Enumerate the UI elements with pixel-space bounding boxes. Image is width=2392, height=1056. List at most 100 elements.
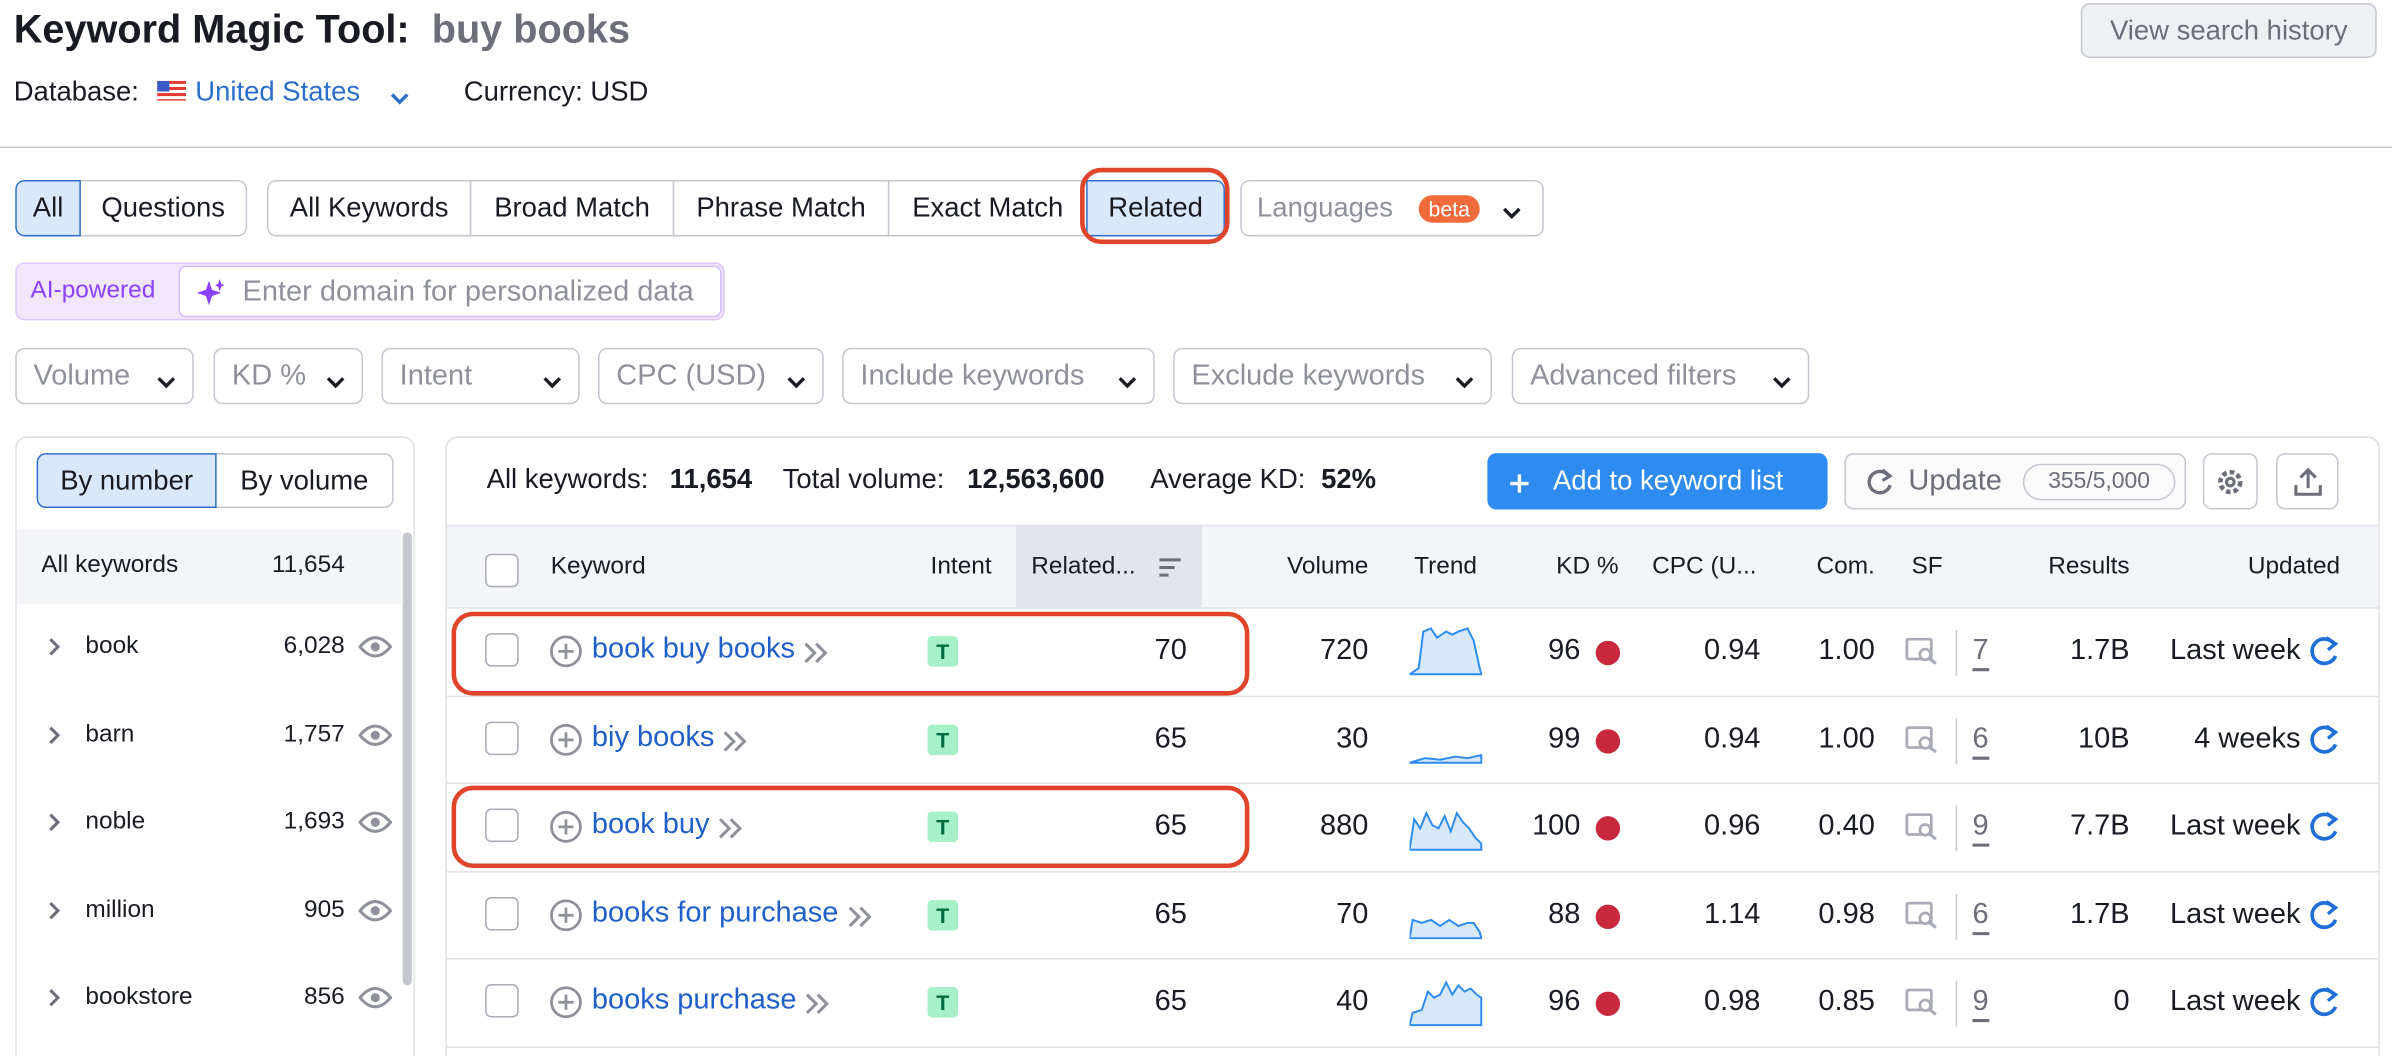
add-keyword-icon[interactable]	[549, 722, 583, 756]
eye-icon[interactable]	[358, 722, 393, 746]
expand-chevron[interactable]	[47, 724, 62, 745]
group-row[interactable]: book 6,028	[17, 604, 401, 692]
expand-chevron[interactable]	[47, 636, 62, 657]
add-keyword-icon[interactable]	[549, 898, 583, 932]
history-button[interactable]: View search history	[2080, 3, 2377, 58]
keyword-type-tab[interactable]: Phrase Match	[672, 180, 890, 237]
eye-icon[interactable]	[358, 635, 393, 659]
match-tab[interactable]: Questions	[79, 180, 248, 237]
update-label: Update	[1908, 465, 2002, 498]
column-header[interactable]: Results	[2048, 553, 2130, 580]
toggle-button[interactable]: By volume	[215, 453, 394, 508]
chevron-down[interactable]	[325, 371, 346, 389]
sf-count[interactable]: 6	[1972, 722, 1989, 760]
filter-dropdown[interactable]: Intent	[381, 347, 580, 405]
column-header[interactable]: Volume	[1286, 553, 1369, 580]
keyword-link[interactable]: biy books	[591, 720, 715, 753]
languages-select[interactable]: Languages beta	[1240, 180, 1544, 237]
kd-dot	[1595, 992, 1621, 1017]
keyword-link[interactable]: book buy books	[591, 633, 795, 666]
column-header[interactable]: Trend	[1414, 553, 1478, 580]
sf-count[interactable]: 9	[1972, 986, 1989, 1023]
filter-dropdown[interactable]: Volume	[15, 347, 194, 405]
expand-arrows[interactable]	[804, 992, 831, 1016]
chevron-down[interactable]	[1771, 371, 1792, 389]
expand-arrows[interactable]	[803, 641, 830, 665]
database-select[interactable]: United States	[195, 76, 361, 107]
column-header[interactable]: Updated	[2247, 553, 2341, 580]
expand-chevron[interactable]	[47, 900, 62, 921]
checkbox[interactable]	[485, 984, 519, 1019]
filter-dropdown[interactable]: Exclude keywords	[1173, 347, 1492, 405]
checkbox[interactable]	[485, 808, 519, 843]
settings-button[interactable]	[2202, 453, 2258, 510]
column-header[interactable]: KD %	[1556, 553, 1619, 580]
toggle-button[interactable]: By number	[36, 453, 217, 508]
svg	[2294, 467, 2322, 496]
checkbox[interactable]	[485, 633, 519, 667]
keyword-type-tab[interactable]: Related	[1086, 180, 1225, 237]
refresh-icon[interactable]	[2308, 810, 2342, 844]
column-header[interactable]: Keyword	[550, 553, 646, 580]
checkbox[interactable]	[485, 720, 519, 755]
chevron-down[interactable]	[389, 87, 410, 105]
filter-dropdown[interactable]: KD %	[213, 347, 364, 405]
eye-icon[interactable]	[358, 898, 393, 922]
sf-count[interactable]: 9	[1972, 810, 1989, 847]
chevron-down[interactable]	[1117, 371, 1138, 389]
column-header[interactable]: CPC (U...	[1652, 553, 1757, 580]
expand-arrows[interactable]	[722, 729, 749, 753]
keyword-type-tab[interactable]: All Keywords	[266, 180, 472, 237]
refresh-icon[interactable]	[2308, 722, 2342, 756]
trend-sparkline	[1408, 798, 1483, 853]
refresh-icon[interactable]	[2308, 898, 2342, 932]
column-header[interactable]: Intent	[930, 553, 992, 580]
add-keyword-icon[interactable]	[549, 635, 583, 669]
svg	[1905, 725, 1937, 753]
add-to-list-button[interactable]: Add to keyword list	[1487, 453, 1828, 510]
eye-icon[interactable]	[358, 986, 393, 1010]
svg	[2218, 469, 2243, 495]
group-row[interactable]: noble 1,693	[17, 780, 401, 868]
chevron-down[interactable]	[1501, 201, 1522, 219]
group-row[interactable]: barn 1,757	[17, 692, 401, 780]
group-row[interactable]: bookstore 856	[17, 956, 401, 1044]
add-keyword-icon[interactable]	[549, 986, 583, 1020]
svg	[358, 811, 393, 834]
filter-dropdown[interactable]: CPC (USD)	[597, 347, 824, 405]
update-button[interactable]: Update 355/5,000	[1844, 453, 2187, 510]
keyword-type-tab[interactable]: Exact Match	[887, 180, 1088, 237]
column-header[interactable]: Related...	[1031, 553, 1136, 580]
sf-count[interactable]: 6	[1972, 898, 1989, 935]
checkbox[interactable]	[485, 896, 519, 931]
filter-dropdown[interactable]: Include keywords	[842, 347, 1155, 405]
expand-chevron[interactable]	[47, 988, 62, 1009]
domain-input[interactable]: Enter domain for personalized data	[178, 265, 722, 318]
eye-icon[interactable]	[358, 810, 393, 834]
expand-arrows[interactable]	[717, 816, 744, 840]
filter-dropdown[interactable]: Advanced filters	[1511, 347, 1810, 405]
keyword-link[interactable]: book buy	[591, 808, 710, 841]
refresh-icon[interactable]	[2308, 635, 2342, 669]
keyword-link[interactable]: books purchase	[591, 984, 797, 1017]
updated-value: 4 weeks	[2194, 722, 2301, 755]
column-header[interactable]: SF	[1911, 553, 1943, 580]
add-keyword-icon[interactable]	[549, 810, 583, 844]
chevron-down[interactable]	[542, 371, 563, 389]
export-button[interactable]	[2276, 453, 2339, 510]
chevron-down[interactable]	[156, 371, 177, 389]
group-row[interactable]: million 905	[17, 868, 401, 956]
refresh-icon[interactable]	[2308, 986, 2342, 1020]
path	[1408, 918, 1483, 939]
match-tab[interactable]: All	[15, 180, 81, 237]
column-header[interactable]: Com.	[1816, 553, 1875, 580]
keyword-link[interactable]: books for purchase	[591, 896, 839, 929]
kd-dot	[1595, 904, 1621, 929]
chevron-down[interactable]	[786, 371, 807, 389]
sf-count[interactable]: 7	[1972, 635, 1989, 672]
expand-arrows[interactable]	[846, 904, 873, 928]
expand-chevron[interactable]	[47, 812, 62, 833]
chevron-down[interactable]	[1454, 371, 1475, 389]
checkbox[interactable]	[485, 553, 519, 588]
keyword-type-tab[interactable]: Broad Match	[469, 180, 675, 237]
